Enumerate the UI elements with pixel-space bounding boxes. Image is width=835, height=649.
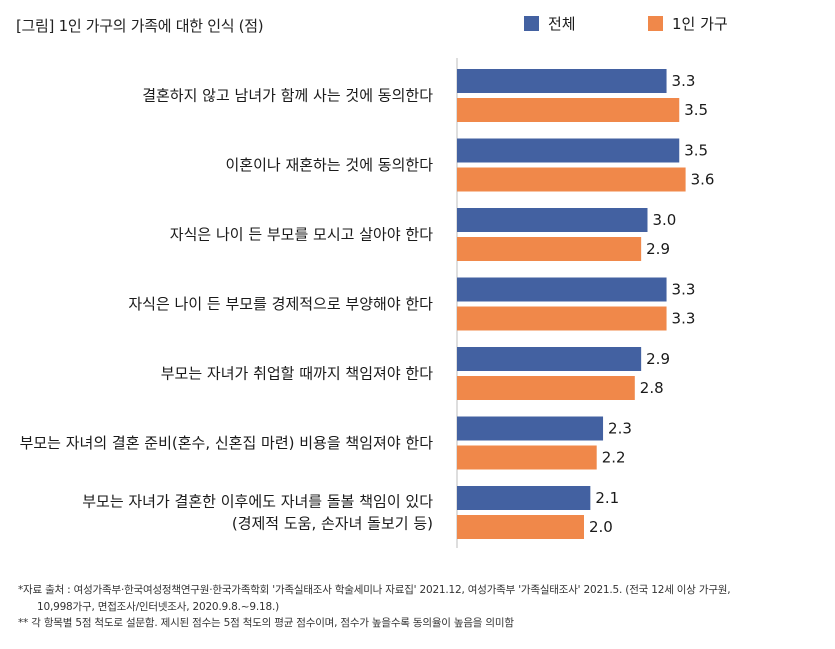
data-label-total-4: 2.9: [646, 350, 670, 368]
data-label-total-6: 2.1: [595, 489, 619, 507]
data-label-single-6: 2.0: [589, 518, 613, 536]
legend-label-total: 전체: [548, 15, 576, 33]
legend-item-single: 1인 가구: [648, 13, 728, 34]
bar-single-1: [457, 167, 686, 192]
note-source-detail: 10,998가구, 면접조사/인터넷조사, 2020.9.8.~9.18.): [37, 600, 279, 613]
bar-single-6: [457, 515, 584, 539]
category-label-6-line-1: (경제적 도움, 손자녀 돌보기 등): [232, 515, 433, 533]
category-label-5: 부모는 자녀의 결혼 준비(혼수, 신혼집 마련) 비용을 책임져야 한다: [20, 434, 434, 452]
legend-swatch-total: [524, 16, 539, 31]
data-label-single-1: 3.6: [691, 171, 715, 189]
data-label-total-0: 3.3: [672, 72, 696, 90]
data-label-total-3: 3.3: [672, 281, 696, 299]
data-label-single-5: 2.2: [602, 449, 626, 467]
bar-total-1: [457, 138, 680, 163]
category-label-1: 이혼이나 재혼하는 것에 동의한다: [225, 156, 433, 174]
bar-total-3: [457, 277, 667, 302]
bar-total-2: [457, 208, 648, 232]
data-label-single-2: 2.9: [646, 240, 670, 258]
data-label-total-1: 3.5: [684, 142, 708, 160]
bar-single-0: [457, 98, 680, 122]
bar-single-4: [457, 376, 635, 400]
category-label-0: 결혼하지 않고 남녀가 함께 사는 것에 동의한다: [142, 87, 433, 105]
bar-single-2: [457, 237, 642, 261]
legend-item-total: 전체: [524, 13, 576, 34]
data-label-total-2: 3.0: [653, 211, 677, 229]
bar-total-0: [457, 69, 667, 93]
data-label-total-5: 2.3: [608, 420, 632, 438]
chart-title: [그림] 1인 가구의 가족에 대한 인식 (점): [16, 17, 264, 35]
category-label-2: 자식은 나이 든 부모를 모시고 살아야 한다: [170, 226, 433, 244]
bar-total-5: [457, 416, 604, 441]
data-label-single-3: 3.3: [672, 310, 696, 328]
bar-chart: 3.3 3.5 결혼하지 않고 남녀가 함께 사는 것에 동의한다 3.5 3.6 이혼이…: [20, 58, 715, 548]
source-notes: *자료 출처 : 여성가족부·한국여성정책연구원·한국가족학회 '가족실태조사 …: [18, 582, 823, 632]
bar-single-5: [457, 445, 597, 470]
legend-swatch-single: [648, 16, 663, 31]
data-label-single-4: 2.8: [640, 379, 664, 397]
bar-total-4: [457, 347, 642, 371]
note-source: *자료 출처 : 여성가족부·한국여성정책연구원·한국가족학회 '가족실태조사 …: [18, 584, 731, 596]
category-label-6-line-0: 부모는 자녀가 결혼한 이후에도 자녀를 돌볼 책임이 있다: [82, 493, 433, 511]
data-label-single-0: 3.5: [684, 101, 708, 119]
bar-single-3: [457, 306, 667, 331]
category-label-3: 자식은 나이 든 부모를 경제적으로 부양해야 한다: [128, 295, 433, 313]
bar-total-6: [457, 486, 591, 510]
note-scale: ** 각 항목별 5점 척도로 설문함. 제시된 점수는 5점 척도의 평균 점…: [18, 617, 514, 629]
legend-label-single: 1인 가구: [672, 15, 728, 33]
category-label-4: 부모는 자녀가 취업할 때까지 책임져야 한다: [161, 365, 433, 383]
